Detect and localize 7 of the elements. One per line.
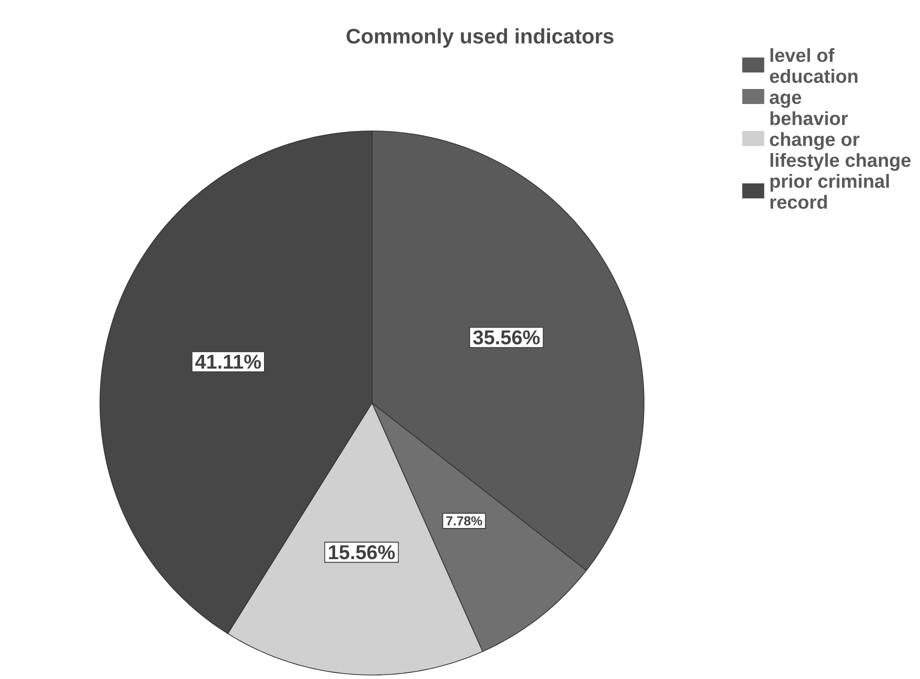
chart-title: Commonly used indicators xyxy=(346,28,614,48)
data-label: 35.56% xyxy=(473,330,540,344)
data-label: 15.56% xyxy=(328,545,395,560)
legend-label: prior criminal record xyxy=(770,174,889,209)
legend-label: age xyxy=(770,94,802,108)
data-label: 7.78% xyxy=(446,516,482,526)
data-label: 41.11% xyxy=(195,354,261,369)
